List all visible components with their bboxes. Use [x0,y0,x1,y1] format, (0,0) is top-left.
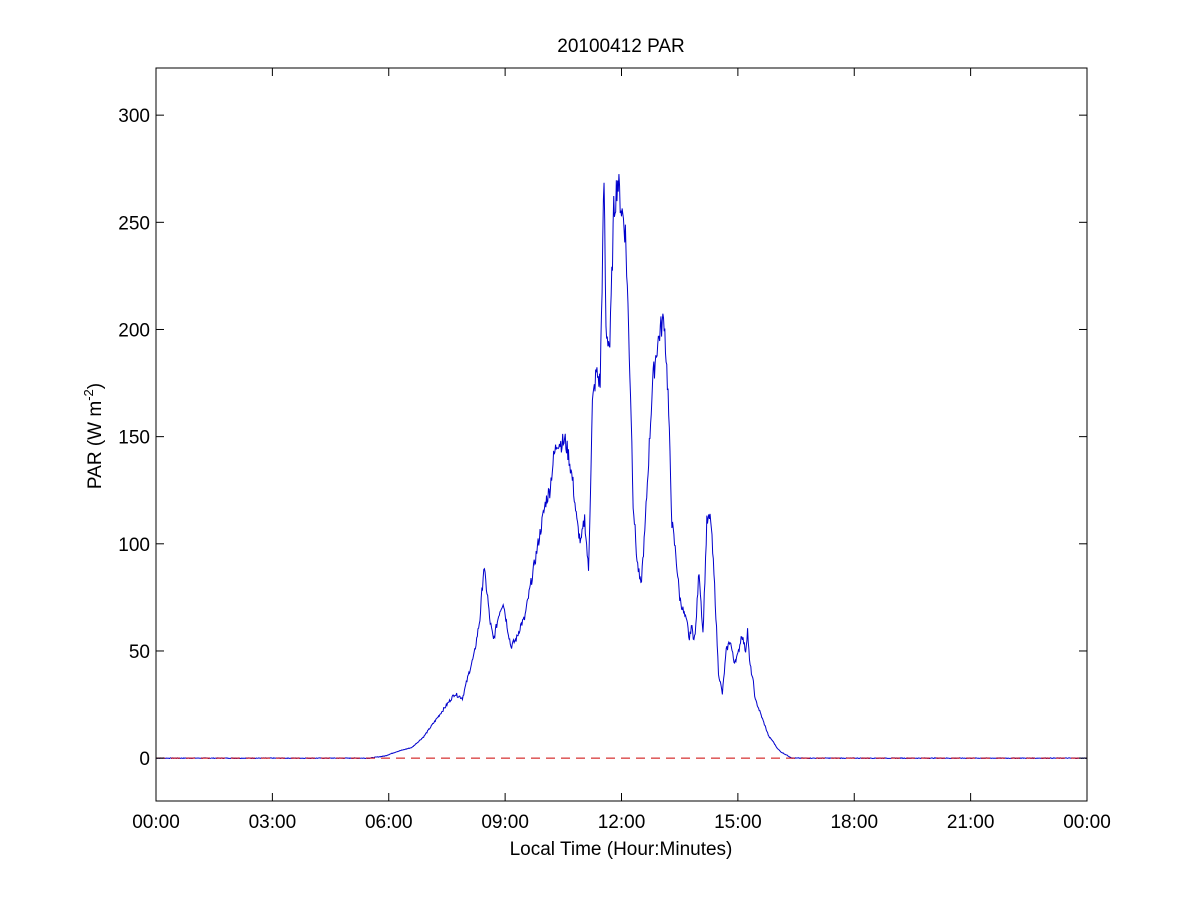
y-axis-label: PAR (W m-2) [81,383,106,489]
y-tick-label: 50 [129,642,150,663]
y-tick-label: 0 [139,749,150,770]
y-tick-label: 300 [118,106,150,127]
x-tick-label: 12:00 [598,812,646,833]
x-tick-label: 06:00 [365,812,413,833]
y-tick-label: 150 [118,428,150,449]
x-axis-label: Local Time (Hour:Minutes) [510,839,733,860]
x-tick-label: 03:00 [249,812,297,833]
x-tick-label: 09:00 [481,812,529,833]
y-tick-label: 200 [118,320,150,341]
x-tick-label: 18:00 [830,812,878,833]
y-axis-label-superscript: -2 [81,389,96,401]
x-tick-label: 15:00 [714,812,762,833]
x-tick-label: 00:00 [132,812,180,833]
y-axis-label-prefix: PAR (W m [85,401,106,489]
y-tick-label: 250 [118,213,150,234]
y-tick-label: 100 [118,535,150,556]
y-axis-label-suffix: ) [85,383,106,389]
chart-title: 20100412 PAR [557,36,684,57]
x-tick-label: 00:00 [1063,812,1111,833]
x-tick-label: 21:00 [947,812,995,833]
